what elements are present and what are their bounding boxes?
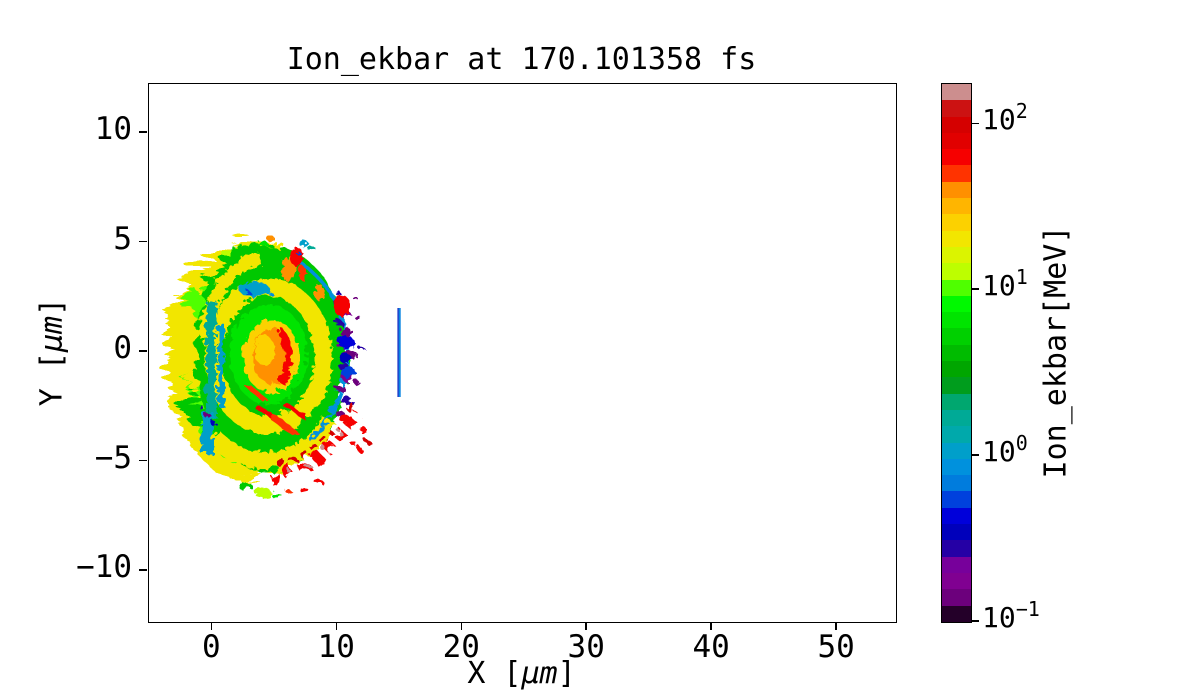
lower-right-red-arc — [266, 399, 366, 490]
colorbar-band — [942, 230, 971, 247]
colorbar-band — [942, 295, 971, 313]
colorbar-tick-mark — [971, 288, 979, 290]
blob-interior — [196, 249, 335, 467]
colorbar-tick-mark — [971, 620, 979, 622]
x-tick-mark — [460, 622, 463, 630]
colorbar-band — [942, 279, 971, 296]
x-axis-label-suffix: ] — [557, 656, 576, 691]
colorbar-band — [942, 263, 971, 280]
y-axis-label-suffix: ] — [34, 297, 70, 316]
y-axis-label: Y [μm] — [35, 298, 70, 406]
colorbar-band — [942, 84, 971, 101]
colorbar-band — [942, 475, 971, 492]
colorbar-band — [942, 165, 971, 182]
y-tick-label: 5 — [113, 220, 132, 257]
colorbar-band — [942, 328, 971, 345]
colorbar-tick-label: 100 — [982, 431, 1028, 469]
x-tick-label: 50 — [817, 629, 855, 665]
y-tick-label: −5 — [94, 439, 132, 476]
colorbar-band — [942, 361, 971, 378]
colorbar-band — [942, 491, 971, 508]
colorbar-band — [942, 116, 971, 133]
colorbar-band — [942, 572, 971, 590]
colorbar-band — [942, 589, 971, 606]
colorbar-tick-label: 101 — [982, 265, 1028, 303]
colorbar-tick-mark — [971, 454, 979, 456]
upper-orange-patches — [256, 234, 347, 314]
colorbar-band — [942, 540, 971, 557]
x-tick-label: 20 — [442, 629, 480, 665]
x-tick-mark — [835, 622, 837, 630]
y-tick-mark — [139, 240, 147, 243]
colorbar-band — [942, 149, 971, 166]
y-tick-mark — [139, 131, 147, 133]
bottom-specks — [236, 480, 280, 497]
colorbar-band — [942, 214, 971, 231]
x-tick-mark — [585, 622, 587, 630]
colorbar-band — [942, 442, 971, 459]
detached-blue-line — [397, 308, 401, 397]
colorbar-band — [942, 181, 971, 199]
x-tick-label: 0 — [202, 629, 221, 665]
colorbar-band — [942, 556, 971, 573]
colorbar-band — [942, 312, 971, 329]
y-tick-mark — [139, 459, 147, 462]
y-axis-label-prefix: Y [ — [34, 352, 70, 407]
y-tick-mark — [139, 569, 147, 571]
colorbar-band — [942, 426, 971, 443]
colorbar-band — [942, 377, 971, 394]
colorbar-band — [942, 198, 971, 215]
colorbar-band — [942, 605, 971, 622]
x-tick-label: 40 — [692, 629, 730, 665]
y-tick-label: −10 — [76, 549, 132, 586]
y-tick-mark — [139, 350, 147, 352]
y-tick-label: 0 — [113, 330, 132, 367]
y-tick-label: 10 — [94, 111, 132, 148]
x-tick-mark — [710, 622, 712, 630]
colorbar-tick-label: 10−1 — [982, 597, 1040, 634]
x-tick-label: 10 — [317, 629, 355, 665]
colorbar-label: Ion_ekbar[MeV] — [1038, 225, 1074, 479]
x-axis-label-prefix: X [ — [467, 656, 522, 691]
colorbar-tick-label: 102 — [982, 99, 1028, 137]
x-axis-label: X [μm] — [148, 656, 895, 691]
colorbar-band — [942, 409, 971, 427]
colorbar-tick-mark — [971, 122, 979, 125]
colorbar — [941, 83, 972, 623]
heatmap-image — [161, 234, 401, 497]
colorbar-band — [942, 246, 971, 264]
colorbar-band — [942, 344, 971, 362]
plot-title: Ion_ekbar at 170.101358 fs — [286, 42, 757, 77]
colorbar-band — [942, 132, 971, 150]
plot-area — [148, 83, 897, 623]
colorbar-band — [942, 507, 971, 525]
colorbar-band — [942, 100, 971, 117]
y-axis-label-unit: μm — [34, 315, 70, 352]
x-tick-mark — [335, 622, 338, 630]
x-tick-mark — [210, 622, 213, 630]
x-axis-label-unit: μm — [521, 656, 558, 691]
colorbar-band — [942, 524, 971, 541]
colorbar-band — [942, 393, 971, 410]
x-tick-label: 30 — [567, 629, 605, 665]
colorbar-band — [942, 458, 971, 476]
